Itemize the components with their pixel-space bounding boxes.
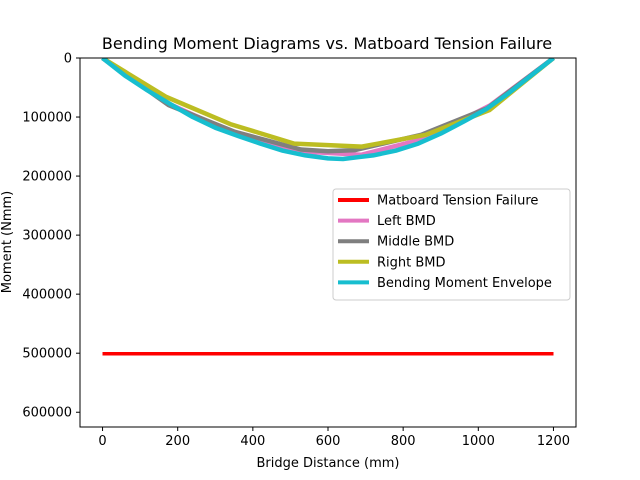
y-tick-label: 200000 — [22, 170, 72, 185]
legend-label: Bending Moment Envelope — [377, 276, 552, 291]
y-tick-label: 300000 — [22, 229, 72, 244]
chart-title: Bending Moment Diagrams vs. Matboard Ten… — [102, 34, 552, 53]
x-tick-label: 400 — [240, 434, 265, 449]
legend-label: Middle BMD — [377, 235, 454, 250]
x-tick-label: 0 — [98, 434, 106, 449]
legend-label: Right BMD — [377, 255, 446, 270]
x-tick-label: 800 — [391, 434, 416, 449]
y-tick-label: 0 — [64, 52, 72, 67]
y-tick-label: 600000 — [22, 406, 72, 421]
legend-box — [332, 188, 571, 301]
axes: 0 200 400 600 800 1000 1200 0 100000 200000 300000… — [22, 52, 577, 449]
x-tick-label: 200 — [165, 434, 190, 449]
x-tick-label: 1000 — [462, 434, 495, 449]
y-axis-label: Moment (Nmm) — [0, 191, 15, 294]
legend-label: Left BMD — [377, 214, 436, 229]
y-tick-label: 100000 — [22, 111, 72, 126]
y-tick-label: 400000 — [22, 288, 72, 303]
y-tick-label: 500000 — [22, 347, 72, 362]
legend-label: Matboard Tension Failure — [377, 194, 538, 209]
x-tick-label: 600 — [316, 434, 341, 449]
x-axis-label: Bridge Distance (mm) — [257, 456, 400, 471]
plot-area — [101, 58, 555, 356]
legend: Matboard Tension Failure Left BMD Middle B… — [332, 188, 571, 301]
series-line-bending-moment-envelope — [101, 58, 555, 162]
x-tick-label: 1200 — [537, 434, 570, 449]
